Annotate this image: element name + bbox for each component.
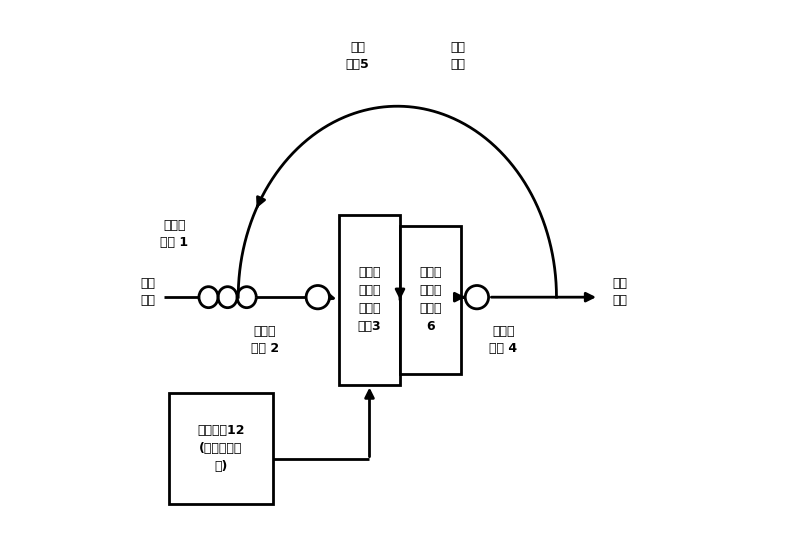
Text: 非线性
偏振旋
转功能
单元3: 非线性 偏振旋 转功能 单元3	[358, 266, 382, 333]
Text: 缓存
信号: 缓存 信号	[451, 41, 466, 71]
Text: 读出
信号: 读出 信号	[613, 277, 628, 307]
Text: 偏振控
制器 1: 偏振控 制器 1	[161, 219, 189, 249]
Text: 偏振分
束器 4: 偏振分 束器 4	[490, 325, 518, 355]
Text: 输入
信号: 输入 信号	[141, 277, 155, 307]
Text: 保偏
光级5: 保偏 光级5	[346, 41, 370, 71]
Text: 偏振合
束器 2: 偏振合 束器 2	[250, 325, 278, 355]
Bar	[170, 393, 273, 504]
Circle shape	[306, 286, 330, 309]
Circle shape	[466, 286, 489, 309]
Bar	[339, 215, 400, 385]
Bar	[400, 226, 461, 374]
Text: 偏振态
在线监
测单元
6: 偏振态 在线监 测单元 6	[419, 266, 442, 333]
Text: 控制参量12
(读写控制信
号): 控制参量12 (读写控制信 号)	[198, 424, 245, 473]
